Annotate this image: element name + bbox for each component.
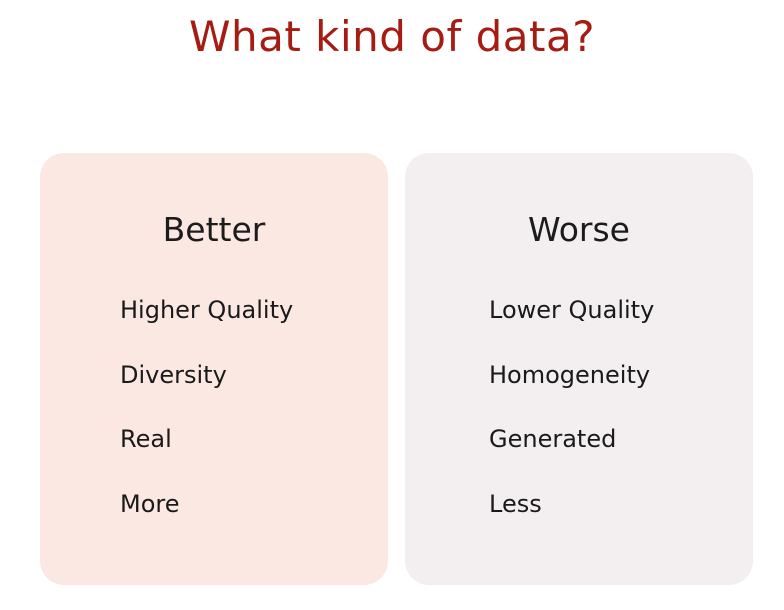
better-item: More xyxy=(120,490,180,518)
worse-card: Worse Lower Quality Homogeneity Generate… xyxy=(405,153,753,585)
slide-title: What kind of data? xyxy=(188,12,596,61)
worse-item: Less xyxy=(489,490,542,518)
better-heading: Better xyxy=(162,210,266,249)
better-item: Higher Quality xyxy=(120,296,294,324)
worse-heading: Worse xyxy=(528,210,630,249)
better-item: Diversity xyxy=(120,361,227,389)
worse-item: Homogeneity xyxy=(489,361,651,389)
worse-item: Generated xyxy=(489,425,617,453)
better-item: Real xyxy=(120,425,172,453)
worse-item: Lower Quality xyxy=(489,296,655,324)
better-card: Better Higher Quality Diversity Real Mor… xyxy=(40,153,388,585)
